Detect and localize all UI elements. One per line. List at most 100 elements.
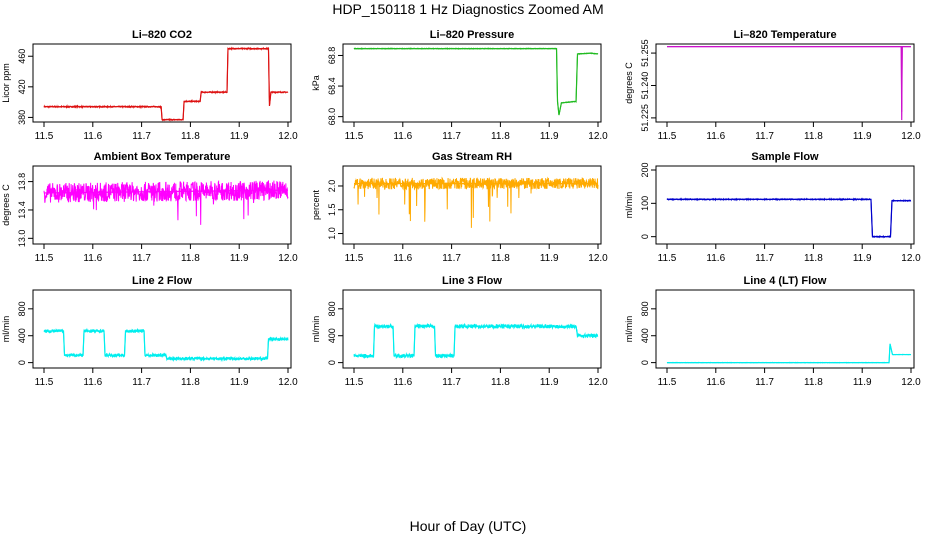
y-axis-label: Licor ppm: [1, 63, 11, 103]
x-tick-label: 11.9: [540, 131, 559, 142]
x-tick-label: 11.7: [442, 131, 461, 142]
panel-title: Line 2 Flow: [132, 275, 192, 287]
y-axis-label: percent: [311, 189, 321, 220]
x-tick-label: 11.5: [35, 377, 54, 388]
x-tick-label: 11.8: [181, 131, 200, 142]
y-tick-label: 380: [17, 110, 27, 125]
x-tick-label: 12.0: [901, 253, 921, 264]
y-tick-label: 0: [640, 234, 650, 239]
x-tick-label: 11.8: [804, 131, 823, 142]
x-tick-label: 11.8: [804, 377, 823, 388]
plot-frame: [32, 165, 292, 245]
series-line: [353, 322, 599, 360]
x-tick-label: 12.0: [901, 377, 921, 388]
series-line: [43, 46, 289, 122]
y-tick-label: 400: [327, 328, 337, 343]
x-tick-label: 11.9: [853, 253, 872, 264]
x-tick-label: 11.8: [181, 253, 200, 264]
series-steps: [667, 198, 911, 238]
y-tick-label: 100: [640, 196, 650, 211]
plot-frame: [655, 165, 915, 245]
y-axis-label: ml/min: [311, 316, 321, 343]
y-tick-label: 51.240: [640, 72, 650, 100]
x-tick-label: 11.9: [853, 377, 872, 388]
x-tick-label: 11.6: [706, 253, 725, 264]
series-line: [666, 344, 912, 364]
y-tick-label: 800: [327, 301, 337, 316]
y-axis-label: degrees C: [624, 62, 634, 104]
x-tick-label: 11.5: [658, 377, 677, 388]
x-tick-label: 11.7: [132, 253, 151, 264]
x-tick-label: 11.7: [132, 377, 151, 388]
x-tick-label: 12.0: [588, 377, 608, 388]
x-tick-label: 11.6: [706, 131, 725, 142]
panel-title: Li–820 Temperature: [733, 29, 836, 41]
x-tick-label: 11.9: [230, 253, 249, 264]
x-tick-label: 12.0: [278, 377, 298, 388]
x-tick-label: 12.0: [278, 131, 298, 142]
panel-4: Ambient Box Temperature 11.5 11.6 11.7 11.8 1…: [1, 151, 298, 264]
y-tick-label: 800: [17, 301, 27, 316]
x-tick-label: 11.8: [491, 377, 510, 388]
y-tick-label: 200: [640, 162, 650, 177]
series-steps: [354, 325, 598, 357]
series-steps: [44, 47, 288, 121]
panel-3: Li–820 Temperature 11.5 11.6 11.7 11.8 11.9 12…: [624, 29, 921, 142]
series-steps: [667, 343, 911, 364]
series-line: [353, 47, 599, 115]
x-tick-label: 11.7: [755, 131, 774, 142]
x-tick-label: 12.0: [278, 253, 298, 264]
x-tick-label: 11.6: [83, 131, 102, 142]
x-tick-label: 11.5: [345, 377, 364, 388]
y-tick-label: 0: [640, 360, 650, 365]
y-axis-label: ml/min: [624, 316, 634, 343]
figure-title: HDP_150118 1 Hz Diagnostics Zoomed AM: [332, 1, 604, 17]
panel-1: Li–820 CO2 11.5 11.6 11.7 11.8 11.9 12.0 380 420…: [1, 29, 298, 142]
plot-frame: [32, 289, 292, 369]
x-tick-label: 11.6: [393, 131, 412, 142]
y-tick-label: 400: [640, 328, 650, 343]
x-tick-label: 11.5: [658, 131, 677, 142]
panel-title: Line 3 Flow: [442, 275, 502, 287]
y-tick-label: 1.0: [327, 227, 337, 240]
x-tick-label: 11.6: [393, 377, 412, 388]
y-tick-label: 13.0: [17, 230, 27, 248]
y-axis-label: ml/min: [1, 316, 11, 343]
x-tick-label: 11.7: [755, 253, 774, 264]
y-tick-label: 0: [327, 360, 337, 365]
x-tick-label: 11.6: [706, 377, 725, 388]
y-tick-label: 800: [640, 301, 650, 316]
y-tick-label: 420: [17, 79, 27, 94]
plot-frame: [342, 43, 602, 123]
x-tick-label: 11.9: [540, 253, 559, 264]
plot-frame: [342, 289, 602, 369]
panel-2: Li–820 Pressure 11.5 11.6 11.7 11.8 11.9 12.0 6…: [311, 29, 608, 142]
y-tick-label: 1.5: [327, 203, 337, 216]
x-tick-label: 11.8: [491, 253, 510, 264]
x-tick-label: 11.9: [540, 377, 559, 388]
x-tick-label: 11.7: [442, 253, 461, 264]
x-tick-label: 11.8: [491, 131, 510, 142]
y-tick-label: 460: [17, 49, 27, 64]
y-tick-label: 400: [17, 328, 27, 343]
panel-title: Ambient Box Temperature: [94, 151, 231, 163]
series-line: [43, 327, 289, 363]
y-tick-label: 2.0: [327, 180, 337, 193]
series-line: [353, 176, 599, 228]
x-tick-label: 11.6: [83, 253, 102, 264]
panel-title: Line 4 (LT) Flow: [744, 275, 827, 287]
x-tick-label: 11.5: [35, 253, 54, 264]
x-tick-label: 12.0: [588, 131, 608, 142]
series-steps: [667, 45, 911, 121]
panel-title: Sample Flow: [751, 151, 819, 163]
x-tick-label: 11.8: [181, 377, 200, 388]
x-tick-label: 11.7: [442, 377, 461, 388]
panel-6: Sample Flow 11.5 11.6 11.7 11.8 11.9 12.0 0 100 2…: [624, 151, 921, 264]
y-tick-label: 68.4: [327, 77, 337, 95]
x-tick-label: 11.9: [853, 131, 872, 142]
series-line: [666, 197, 912, 239]
series-line: [43, 179, 289, 225]
plot-frame: [655, 289, 915, 369]
x-tick-label: 11.7: [132, 131, 151, 142]
